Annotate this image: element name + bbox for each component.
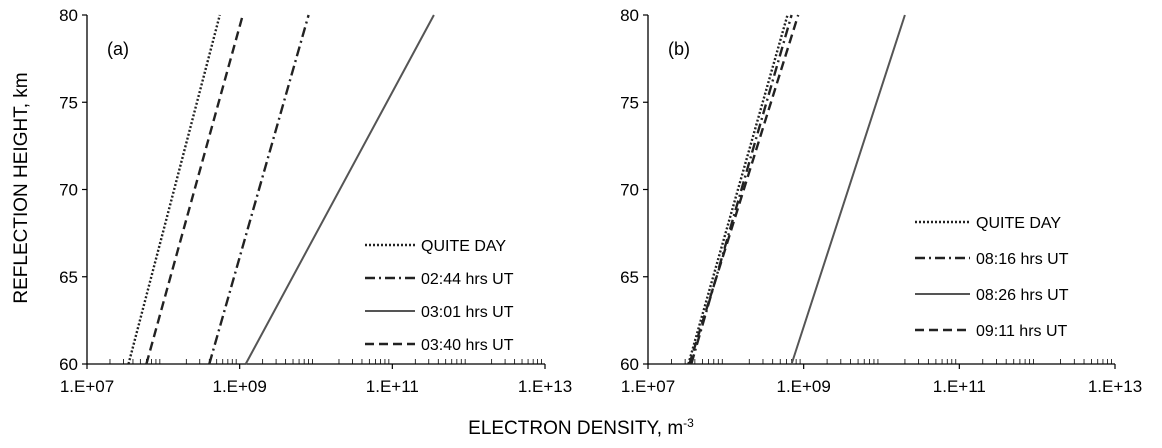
series-line xyxy=(687,14,789,365)
x-tick-label: 1.E+09 xyxy=(776,377,830,396)
y-tick-label: 80 xyxy=(59,6,78,25)
y-tick-label: 70 xyxy=(620,181,639,200)
x-tick-label: 1.E+11 xyxy=(366,377,419,396)
x-tick-label: 1.E+13 xyxy=(1088,377,1142,396)
x-axis-label: ELECTRON DENSITY, m-3 xyxy=(0,416,1162,440)
x-axis-label-superscript: -3 xyxy=(683,416,694,430)
y-tick-label: 60 xyxy=(620,355,639,374)
panel-label: (b) xyxy=(668,39,690,59)
x-axis-label-text: ELECTRON DENSITY, m xyxy=(468,418,684,439)
y-tick-label: 65 xyxy=(59,268,78,287)
chart-panel-2: 60 65 70 75 80 1.E+07 1.E+09 1.E+11 1.E+13 (b) QUI… xyxy=(620,6,1142,396)
legend-label: 08:16 hrs UT xyxy=(976,251,1069,268)
legend-label: QUITE DAY xyxy=(421,238,506,255)
legend-label: 08:26 hrs UT xyxy=(976,287,1069,304)
x-tick-label: 1.E+07 xyxy=(60,377,114,396)
series-line xyxy=(208,14,310,365)
y-tick-label: 75 xyxy=(620,93,639,112)
legend-label: 02:44 hrs UT xyxy=(421,271,514,288)
series-line xyxy=(690,14,793,365)
legend-label: 09:11 hrs UT xyxy=(976,323,1068,340)
x-tick-label: 1.E+07 xyxy=(621,377,675,396)
series-line xyxy=(145,14,244,365)
legend-label: QUITE DAY xyxy=(976,215,1061,232)
x-tick-label: 1.E+09 xyxy=(212,377,266,396)
y-tick-label: 60 xyxy=(59,355,78,374)
y-tick-label: 80 xyxy=(620,6,639,25)
legend-label: 03:01 hrs UT xyxy=(421,304,514,321)
legend-label: 03:40 hrs UT xyxy=(421,337,514,354)
x-tick-label: 1.E+13 xyxy=(518,377,572,396)
series-line xyxy=(790,14,906,365)
y-tick-label: 75 xyxy=(59,93,78,112)
y-tick-label: 70 xyxy=(59,181,78,200)
y-tick-label: 65 xyxy=(620,268,639,287)
panel-label: (a) xyxy=(107,39,129,59)
series-line xyxy=(127,14,221,365)
series-line xyxy=(688,14,800,365)
chart-panel-1: 60 65 70 75 80 1.E+07 1.E+09 1.E+11 1.E+13 (a) QUI… xyxy=(59,6,572,396)
x-tick-label: 1.E+11 xyxy=(933,377,986,396)
series-line xyxy=(244,14,435,365)
